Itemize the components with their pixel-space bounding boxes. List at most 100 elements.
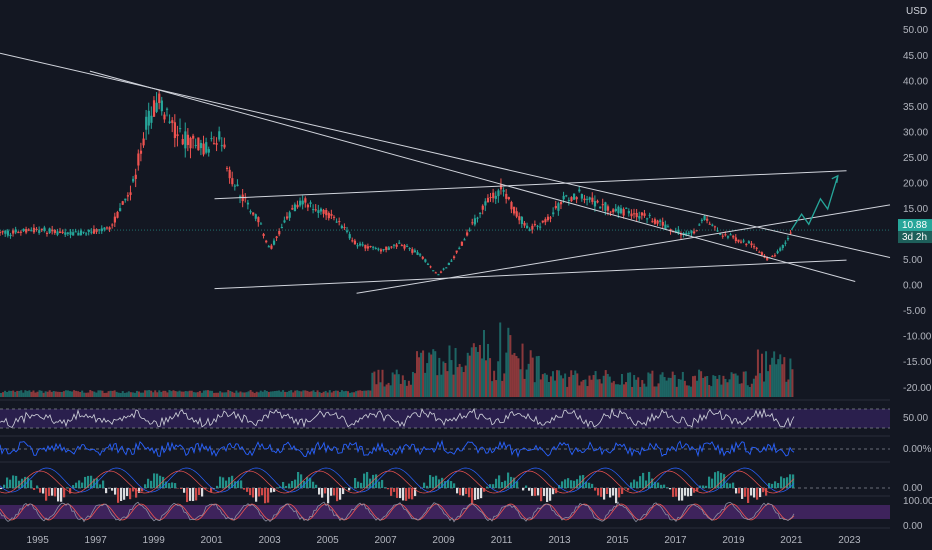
volume-bar bbox=[639, 386, 642, 397]
volume-bar bbox=[353, 392, 356, 397]
osc3-bar bbox=[357, 481, 360, 488]
volume-bar bbox=[708, 384, 711, 397]
volume-bar bbox=[22, 392, 25, 397]
candle-body bbox=[111, 224, 114, 226]
trendline-upper-channel[interactable] bbox=[214, 170, 847, 200]
osc3-bar bbox=[129, 488, 132, 500]
candle-body bbox=[322, 209, 325, 214]
candle-body bbox=[100, 228, 103, 232]
candle-body bbox=[239, 196, 242, 198]
y-tick-label: 15.00 bbox=[903, 204, 928, 215]
x-tick-label: 2013 bbox=[548, 535, 571, 546]
volume-bar bbox=[732, 373, 735, 397]
volume-bar bbox=[637, 377, 640, 397]
candle-body bbox=[510, 202, 513, 210]
candle-body bbox=[197, 137, 200, 151]
volume-bar bbox=[239, 391, 242, 397]
volume-bar bbox=[614, 384, 617, 397]
candle-body bbox=[38, 230, 41, 234]
volume-bar bbox=[771, 357, 774, 397]
volume-bar bbox=[746, 385, 749, 397]
volume-bar bbox=[284, 391, 287, 397]
volume-bar bbox=[385, 384, 388, 397]
candle-body bbox=[619, 208, 623, 214]
x-tick-label: 2005 bbox=[316, 535, 339, 546]
candle-body bbox=[189, 137, 192, 149]
osc3-bar bbox=[723, 474, 726, 488]
volume-bar bbox=[361, 390, 364, 397]
volume-bar bbox=[560, 375, 563, 397]
candle-body bbox=[236, 184, 239, 187]
candle-body bbox=[661, 221, 664, 226]
trendlines[interactable] bbox=[0, 52, 891, 294]
volume-bar bbox=[64, 390, 67, 397]
osc4-tick-label-top: 100.00 bbox=[903, 496, 932, 507]
candle-body bbox=[353, 240, 357, 245]
volume-bar bbox=[716, 378, 719, 397]
candle-body bbox=[471, 222, 474, 224]
trendline-lower-channel[interactable] bbox=[214, 259, 847, 290]
osc3-bar bbox=[372, 474, 375, 488]
trendline-steep-descending[interactable] bbox=[89, 70, 856, 283]
osc3-signal-blue bbox=[0, 467, 795, 493]
osc3-bar bbox=[684, 488, 687, 496]
osc3-bar bbox=[147, 478, 150, 488]
candle-body bbox=[737, 239, 740, 242]
osc3-bar bbox=[639, 476, 642, 488]
osc3-bar bbox=[87, 475, 90, 488]
volume-bar bbox=[125, 392, 128, 397]
osc3-bar bbox=[72, 485, 75, 488]
volume-bar bbox=[663, 377, 666, 397]
candle-body bbox=[656, 220, 659, 224]
volume-bar bbox=[251, 391, 254, 397]
volume-bar bbox=[596, 379, 599, 397]
candle-body bbox=[742, 240, 745, 242]
osc3-bar bbox=[726, 482, 729, 488]
candle-body bbox=[369, 246, 372, 248]
volume-bar bbox=[651, 370, 654, 397]
candle-body bbox=[411, 249, 414, 253]
osc3-bar bbox=[660, 484, 663, 488]
candle-body bbox=[186, 134, 190, 145]
volume-bar bbox=[464, 365, 467, 397]
volume-bar bbox=[694, 375, 697, 397]
volume-bar bbox=[480, 358, 483, 397]
volume-bar bbox=[48, 390, 51, 397]
osc3-bar bbox=[435, 475, 438, 488]
osc3-bar bbox=[6, 477, 9, 488]
volume-bar bbox=[783, 357, 786, 397]
trendline-rising-support[interactable] bbox=[356, 204, 891, 294]
volume-bar bbox=[344, 390, 347, 397]
volume-bar bbox=[373, 371, 376, 397]
osc3-bar bbox=[120, 488, 123, 502]
volume-bar bbox=[316, 390, 319, 397]
osc3-bar bbox=[141, 488, 144, 492]
volume-bar bbox=[247, 391, 250, 397]
volume-bar bbox=[280, 391, 283, 397]
candle-body bbox=[583, 198, 586, 201]
candle-body bbox=[526, 225, 529, 229]
osc3-bar bbox=[450, 481, 453, 488]
candle-body bbox=[220, 145, 223, 147]
osc3-bar bbox=[150, 480, 153, 488]
candle-body bbox=[739, 241, 743, 243]
projection-path[interactable] bbox=[790, 175, 839, 231]
volume-bar bbox=[255, 391, 258, 397]
volume-bar bbox=[121, 391, 124, 397]
volume-bar bbox=[537, 355, 540, 397]
candle-body bbox=[45, 232, 49, 234]
osc3-bar bbox=[429, 475, 432, 488]
volume-bar bbox=[369, 390, 372, 397]
y-tick-label: -15.00 bbox=[903, 357, 932, 368]
osc3-bar bbox=[489, 484, 492, 488]
osc3-bar bbox=[783, 478, 786, 488]
volume-bar bbox=[730, 372, 733, 397]
candle-body bbox=[291, 208, 294, 210]
volume-bar bbox=[590, 379, 593, 397]
volume-bar bbox=[482, 330, 485, 397]
osc3-bar bbox=[600, 488, 603, 497]
volume-bar bbox=[462, 372, 465, 397]
volume-bar bbox=[355, 391, 358, 397]
volume-bar bbox=[0, 392, 2, 397]
